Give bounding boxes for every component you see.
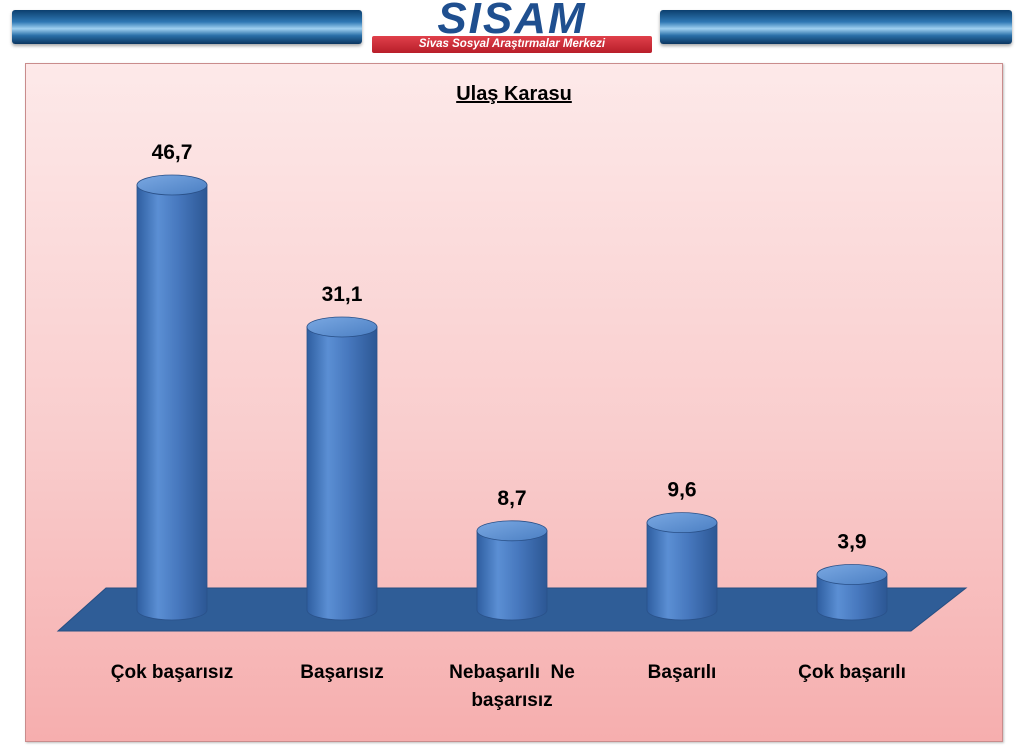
value-labels: 46,7 31,1 8,7 9,6 3,9 [152, 141, 867, 554]
bar [306, 316, 378, 621]
bar-series [136, 174, 888, 621]
bar [136, 174, 208, 621]
chart-title: Ulaş Karasu [456, 83, 572, 105]
logo-subtitle: Sivas Sosyal Araştırmalar Merkezi [372, 36, 652, 53]
bar-top [476, 520, 548, 542]
value-label: 3,9 [837, 531, 866, 554]
bar-top [646, 512, 718, 534]
category-label: Çok başarılı [798, 662, 906, 683]
banner-stripe-right [660, 10, 1012, 44]
bar-body [306, 326, 378, 621]
bar [646, 512, 718, 621]
header-banner: SİSAM Sivas Sosyal Araştırmalar Merkezi [0, 0, 1024, 58]
bar-chart: Ulaş Karasu 46,7 31,1 8,7 9,6 3,9 Çok başarı… [56, 83, 968, 711]
bar-body [816, 574, 888, 621]
bar-top [136, 174, 208, 196]
bar-body [476, 530, 548, 621]
category-label: Nebaşarılı Ne [449, 662, 575, 683]
value-label: 9,6 [667, 479, 696, 502]
value-label: 31,1 [322, 283, 363, 306]
bar [476, 520, 548, 621]
category-labels: Çok başarısız Başarısız Nebaşarılı Ne başar… [111, 662, 906, 711]
category-label: Başarılı [648, 662, 717, 683]
category-label: Çok başarısız [111, 662, 234, 683]
sisam-logo: SİSAM Sivas Sosyal Araştırmalar Merkezi [368, 0, 656, 56]
logo-wordmark: SİSAM [437, 0, 587, 43]
bar-top [816, 564, 888, 585]
chart-panel: Ulaş Karasu 46,7 31,1 8,7 9,6 3,9 Çok başarı… [25, 63, 1003, 742]
category-label: başarısız [471, 690, 552, 711]
bar [816, 564, 888, 621]
bar-top [306, 316, 378, 338]
bar-body [646, 522, 718, 621]
category-label: Başarısız [300, 662, 383, 683]
value-label: 46,7 [152, 141, 193, 164]
value-label: 8,7 [497, 487, 526, 510]
banner-stripe-left [12, 10, 362, 44]
bar-body [136, 184, 208, 621]
